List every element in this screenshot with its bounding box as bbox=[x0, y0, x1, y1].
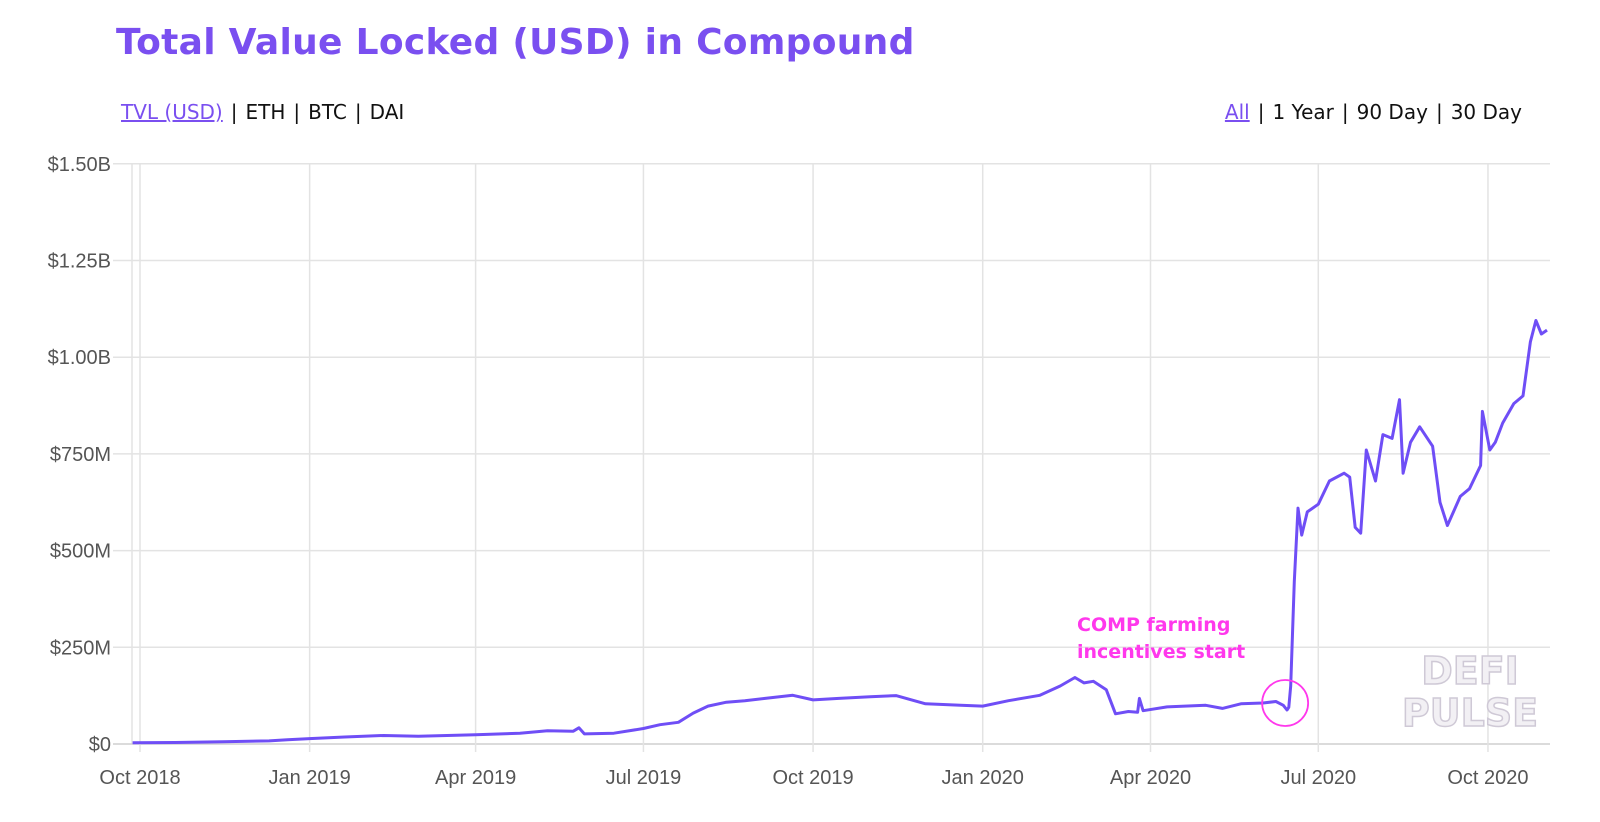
y-tick-label: $500M bbox=[50, 541, 111, 563]
x-tick-label: Oct 2020 bbox=[1447, 767, 1528, 789]
x-tick-label: Jul 2020 bbox=[1281, 767, 1357, 789]
x-tick-label: Jul 2019 bbox=[606, 767, 682, 789]
tab-btc[interactable]: BTC bbox=[308, 100, 347, 124]
range-tabs: All | 1 Year | 90 Day | 30 Day bbox=[1225, 100, 1522, 124]
x-tick-label: Apr 2019 bbox=[435, 767, 516, 789]
range-all[interactable]: All bbox=[1224, 100, 1250, 124]
range-90-day[interactable]: 90 Day bbox=[1356, 100, 1428, 124]
annotation-text: incentives start bbox=[1077, 641, 1245, 663]
y-tick-label: $0 bbox=[89, 734, 111, 756]
divider: | bbox=[230, 100, 238, 124]
page-title: Total Value Locked (USD) in Compound bbox=[116, 22, 915, 63]
x-tick-label: Jan 2020 bbox=[942, 767, 1024, 789]
x-axis: Oct 2018 Jan 2019 Apr 2019 Jul 2019 Oct 2019… bbox=[99, 767, 1528, 789]
y-tick-label: $750M bbox=[50, 444, 111, 466]
y-axis: $0 $250M $500M $750M $1.00B $1.25B $1.50B bbox=[48, 154, 111, 756]
divider: | bbox=[293, 100, 301, 124]
range-1-year[interactable]: 1 Year bbox=[1272, 100, 1334, 124]
metric-tabs: TVL (USD) | ETH | BTC | DAI bbox=[121, 100, 404, 124]
divider: | bbox=[354, 100, 362, 124]
tab-eth[interactable]: ETH bbox=[245, 100, 286, 124]
divider: | bbox=[1341, 100, 1349, 124]
tab-tvl-usd[interactable]: TVL (USD) bbox=[121, 100, 223, 124]
y-tick-label: $1.00B bbox=[48, 347, 111, 369]
divider: | bbox=[1435, 100, 1443, 124]
defi-pulse-watermark: DEFI PULSE bbox=[1401, 648, 1539, 736]
x-tick-label: Apr 2020 bbox=[1110, 767, 1191, 789]
range-30-day[interactable]: 30 Day bbox=[1450, 100, 1522, 124]
x-tick-label: Jan 2019 bbox=[268, 767, 350, 789]
annotation: COMP farming incentives start bbox=[1077, 614, 1310, 727]
tvl-series-line bbox=[132, 319, 1548, 745]
annotation-circle-marker bbox=[1261, 679, 1310, 727]
grid bbox=[113, 163, 1550, 752]
divider: | bbox=[1257, 100, 1265, 124]
tab-dai[interactable]: DAI bbox=[369, 100, 405, 124]
watermark-line-1: DEFI bbox=[1421, 649, 1519, 693]
y-tick-label: $1.25B bbox=[48, 251, 111, 273]
x-tick-label: Oct 2019 bbox=[772, 767, 853, 789]
watermark-line-2: PULSE bbox=[1402, 691, 1538, 735]
x-tick-label: Oct 2018 bbox=[99, 767, 180, 789]
y-tick-label: $250M bbox=[50, 637, 111, 659]
y-tick-label: $1.50B bbox=[48, 154, 111, 176]
annotation-text: COMP farming bbox=[1077, 614, 1230, 636]
